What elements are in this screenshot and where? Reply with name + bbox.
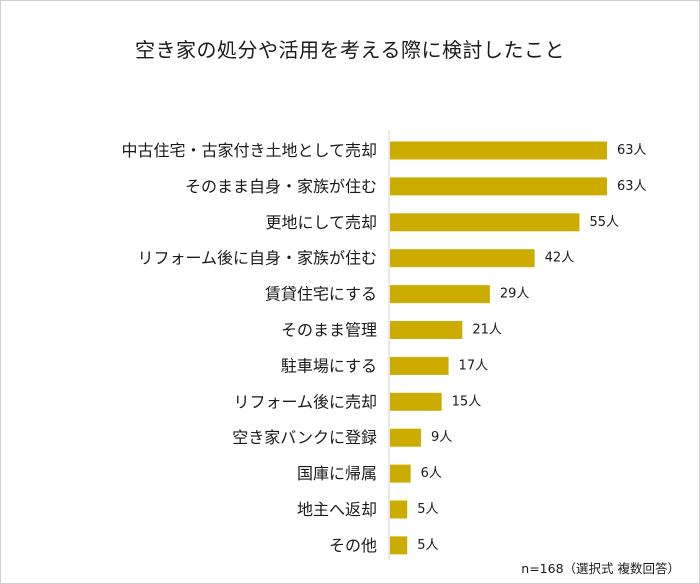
category-label: 地主へ返却 bbox=[297, 500, 377, 519]
bar bbox=[390, 536, 408, 555]
data-label: 55人 bbox=[589, 215, 619, 230]
data-label: 17人 bbox=[459, 358, 489, 373]
bar bbox=[390, 464, 411, 483]
data-label: 29人 bbox=[500, 287, 530, 302]
category-label: 賃貸住宅にする bbox=[265, 285, 377, 304]
category-label: リフォーム後に売却 bbox=[233, 392, 377, 411]
chart-title: 空き家の処分や活用を考える際に検討したこと bbox=[135, 38, 565, 62]
bar bbox=[390, 356, 449, 375]
data-label: 63人 bbox=[617, 179, 647, 194]
bar bbox=[390, 321, 463, 339]
bar bbox=[390, 500, 408, 519]
bar bbox=[390, 177, 607, 196]
data-label: 9人 bbox=[431, 430, 452, 445]
bar bbox=[390, 213, 580, 232]
category-label: 更地にして売却 bbox=[265, 213, 377, 232]
data-label: 21人 bbox=[472, 323, 502, 338]
category-label: 中古住宅・古家付き土地として売却 bbox=[121, 141, 377, 160]
category-label: 空き家バンクに登録 bbox=[232, 428, 377, 447]
data-label: 5人 bbox=[417, 538, 438, 553]
sample-size-note: n=168（選択式 複数回答） bbox=[521, 561, 680, 576]
category-label: 国庫に帰属 bbox=[297, 464, 377, 483]
category-label: そのまま自身・家族が住む bbox=[185, 177, 377, 196]
category-label: その他 bbox=[329, 536, 377, 555]
category-label: 駐車場にする bbox=[281, 356, 377, 375]
category-label: そのまま管理 bbox=[281, 321, 377, 340]
data-label: 63人 bbox=[617, 143, 647, 158]
bar bbox=[390, 141, 607, 160]
category-label: リフォーム後に自身・家族が住む bbox=[137, 249, 377, 268]
data-label: 15人 bbox=[452, 394, 482, 409]
bar bbox=[390, 392, 442, 411]
bar bbox=[390, 428, 421, 447]
data-label: 42人 bbox=[545, 251, 575, 266]
data-label: 6人 bbox=[421, 466, 442, 481]
bar bbox=[390, 285, 490, 304]
data-label: 5人 bbox=[417, 502, 438, 517]
bar bbox=[390, 249, 535, 268]
